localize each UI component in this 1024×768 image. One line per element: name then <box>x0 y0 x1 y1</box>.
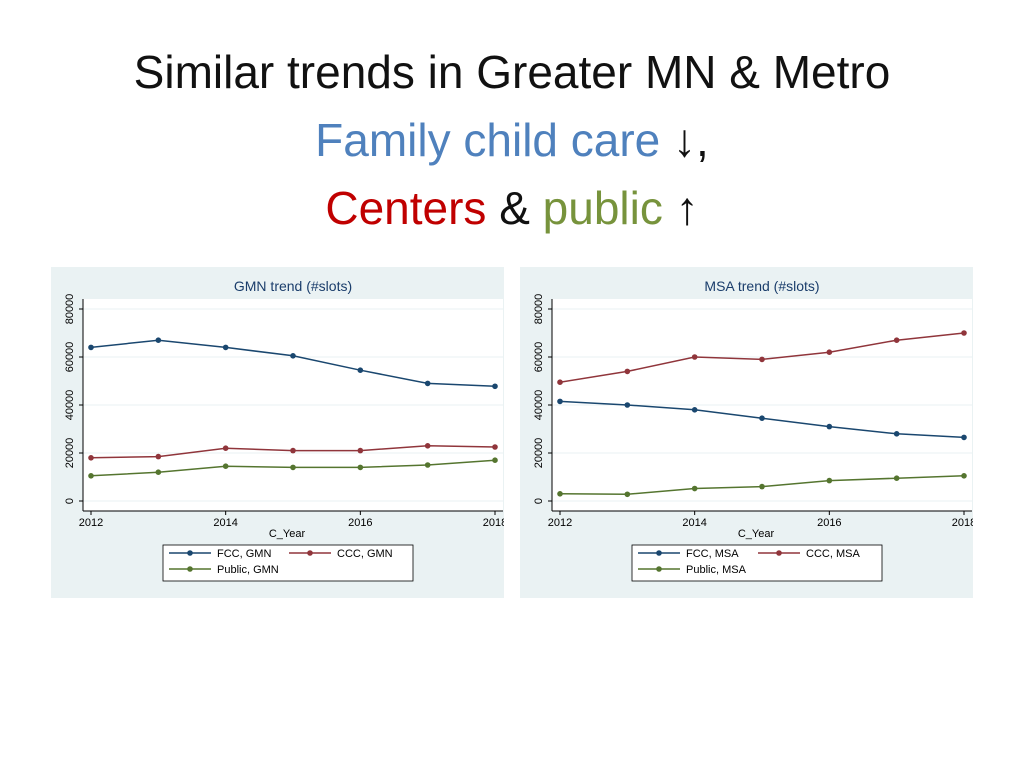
legend-box <box>162 544 414 582</box>
y-tick-label: 80000 <box>533 294 545 325</box>
y-tick-label: 0 <box>64 498 76 504</box>
legend-marker-fcc <box>187 550 193 556</box>
data-point-ccc <box>492 444 498 450</box>
data-point-fcc <box>492 383 498 390</box>
legend-label-ccc: CCC, GMN <box>337 548 393 560</box>
data-point-fcc <box>290 353 296 359</box>
data-point-public <box>424 462 431 468</box>
legend-label-ccc: CCC, MSA <box>806 548 860 560</box>
legend-marker-public <box>656 566 662 572</box>
data-point-fcc <box>557 398 563 405</box>
data-point-fcc <box>624 402 631 408</box>
data-point-ccc <box>290 447 296 454</box>
subtitle-line-centers: Centers & public ↑ <box>0 174 1024 242</box>
data-point-fcc <box>155 337 162 343</box>
data-point-ccc <box>424 443 431 449</box>
legend-marker-fcc <box>656 550 662 556</box>
gmn-trend-chart: GMN trend (#slots) 0 20000 40000 60000 80000 2… <box>51 267 507 598</box>
data-point-public <box>759 483 765 490</box>
data-point-fcc <box>222 344 229 351</box>
legend-box <box>631 544 883 582</box>
ampersand-text: & <box>499 182 530 234</box>
x-tick-label: 2014 <box>682 517 706 529</box>
x-tick-label: 2012 <box>548 517 572 529</box>
data-point-public <box>357 464 364 471</box>
chart-panel-gmn: GMN trend (#slots) 0 20000 40000 60000 80000 2… <box>51 267 507 598</box>
data-point-public <box>155 469 162 475</box>
slide-title-block: Similar trends in Greater MN & Metro Fam… <box>0 38 1024 242</box>
y-tick-label: 0 <box>533 498 545 504</box>
data-point-public <box>691 485 698 492</box>
data-point-fcc <box>88 344 94 351</box>
data-point-ccc <box>155 453 162 460</box>
chart-panel-msa: MSA trend (#slots) 0 20000 40000 60000 80000 2… <box>520 267 976 598</box>
y-tick-label: 20000 <box>533 438 545 469</box>
data-point-public <box>961 473 967 479</box>
y-tick-label: 60000 <box>533 342 545 373</box>
down-arrow-icon: ↓ <box>673 114 697 166</box>
data-point-fcc <box>424 380 431 387</box>
x-tick-label: 2018 <box>483 517 504 529</box>
data-point-ccc <box>893 337 900 343</box>
data-point-public <box>88 473 94 479</box>
data-point-ccc <box>557 379 563 385</box>
data-point-fcc <box>691 407 698 413</box>
data-point-ccc <box>826 349 833 355</box>
data-point-fcc <box>893 431 900 437</box>
data-point-ccc <box>88 455 94 461</box>
data-point-ccc <box>691 354 698 360</box>
y-tick-label: 60000 <box>64 342 76 373</box>
y-tick-label: 40000 <box>64 390 76 421</box>
centers-text: Centers <box>325 182 487 234</box>
data-point-fcc <box>961 434 967 441</box>
data-point-public <box>290 464 296 471</box>
subtitle-line-family: Family child care ↓, <box>0 106 1024 174</box>
data-point-ccc <box>222 445 229 451</box>
x-tick-label: 2016 <box>817 517 841 529</box>
comma-text: , <box>696 114 709 166</box>
data-point-public <box>893 475 900 481</box>
data-point-fcc <box>759 415 765 421</box>
data-point-public <box>222 463 229 469</box>
data-point-public <box>624 491 631 498</box>
chart-title: MSA trend (#slots) <box>704 278 819 294</box>
data-point-public <box>826 477 833 484</box>
x-axis-label: C_Year <box>269 528 306 540</box>
x-tick-label: 2014 <box>213 517 237 529</box>
x-tick-label: 2012 <box>79 517 103 529</box>
legend-label-fcc: FCC, MSA <box>686 548 739 560</box>
up-arrow-icon: ↑ <box>675 182 699 234</box>
x-tick-label: 2016 <box>348 517 372 529</box>
x-axis-label: C_Year <box>738 528 775 540</box>
msa-trend-chart: MSA trend (#slots) 0 20000 40000 60000 80000 2… <box>520 267 976 598</box>
data-point-ccc <box>961 330 967 336</box>
data-point-fcc <box>357 367 364 373</box>
family-child-care-text: Family child care <box>315 114 661 166</box>
legend-label-public: Public, MSA <box>686 564 747 576</box>
legend-marker-ccc <box>776 550 782 556</box>
y-tick-label: 20000 <box>64 438 76 469</box>
slide-title: Similar trends in Greater MN & Metro <box>133 46 891 98</box>
data-point-fcc <box>826 423 833 430</box>
legend-marker-public <box>187 566 193 572</box>
data-point-ccc <box>759 356 765 363</box>
legend-label-fcc: FCC, GMN <box>217 548 271 560</box>
y-tick-label: 40000 <box>533 390 545 421</box>
data-point-public <box>557 491 563 497</box>
public-text: public <box>542 182 663 234</box>
chart-title: GMN trend (#slots) <box>234 278 352 294</box>
y-tick-label: 80000 <box>64 294 76 325</box>
legend-label-public: Public, GMN <box>217 564 279 576</box>
x-tick-label: 2018 <box>952 517 973 529</box>
legend-marker-ccc <box>307 550 313 556</box>
data-point-ccc <box>357 447 364 454</box>
data-point-public <box>492 457 498 463</box>
data-point-ccc <box>624 368 631 375</box>
